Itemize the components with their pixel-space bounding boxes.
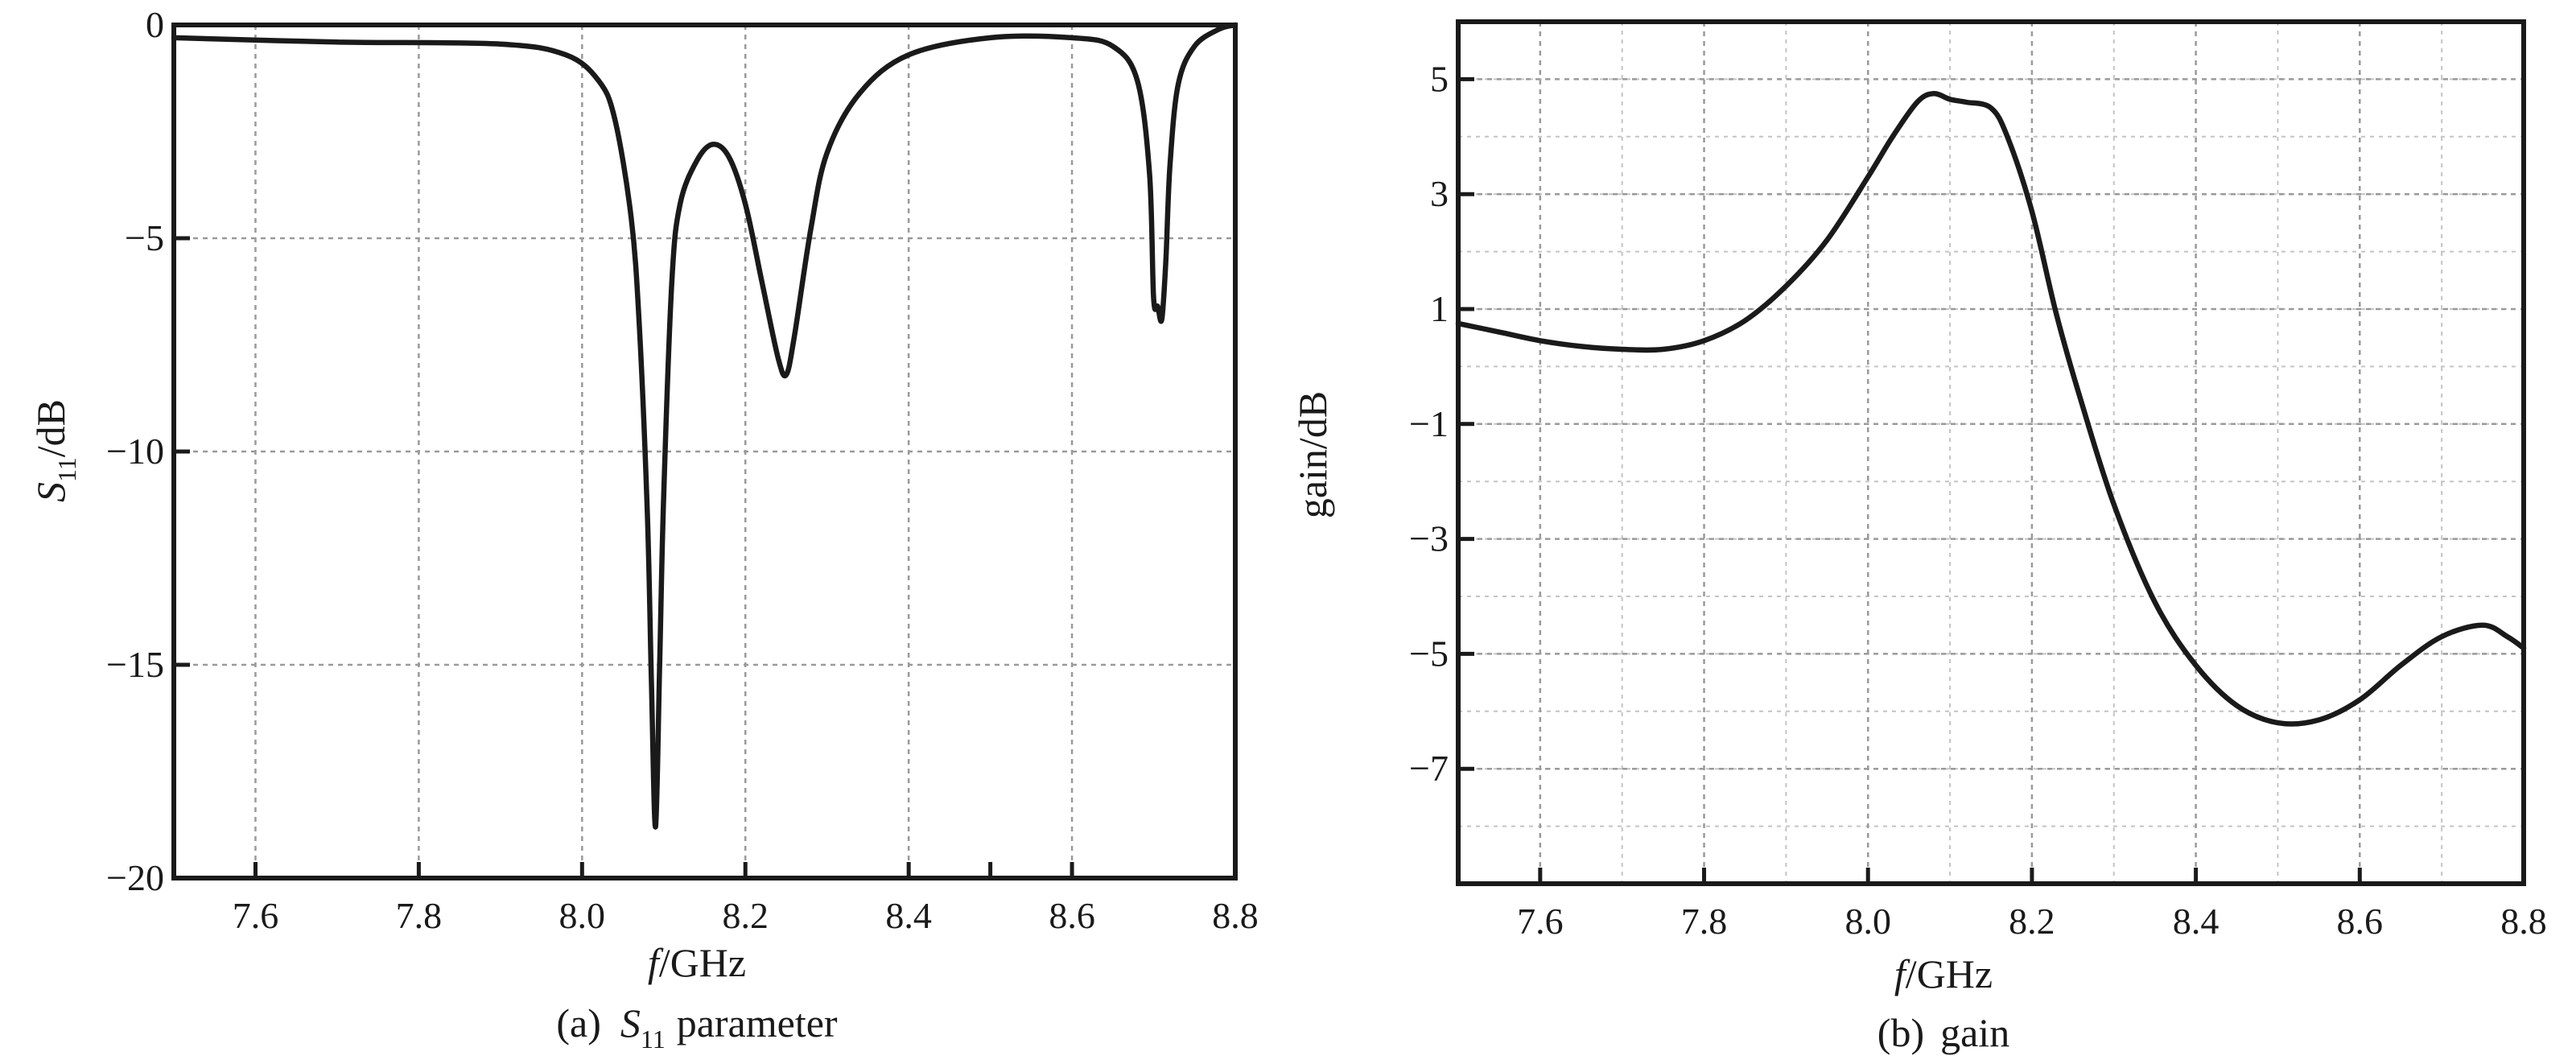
x-tick-label: 7.6 [1517, 901, 1564, 942]
series-line-s11 [171, 22, 1239, 830]
x-tick-label: 8.0 [1844, 901, 1891, 942]
y-tick-label: −7 [1409, 748, 1449, 789]
y-tick-label: −1 [1409, 403, 1449, 444]
x-axis-label-s11: f/GHz [648, 940, 746, 985]
y-tick-label: −5 [1409, 633, 1449, 674]
y-axis-label-s11: S11/dB [28, 399, 81, 502]
x-tick-label: 7.6 [233, 895, 279, 936]
plot-frame-gain [1456, 19, 2526, 886]
x-tick-label: 8.6 [1049, 895, 1095, 936]
y-tick-label: 3 [1430, 173, 1449, 214]
y-tick-label: 5 [1430, 58, 1449, 99]
y-tick-label: −3 [1409, 518, 1449, 559]
y-axis-label-gain: gain/dB [1290, 391, 1335, 518]
x-tick-label: 8.2 [722, 895, 769, 936]
x-tick-label: 8.4 [2173, 901, 2219, 942]
chart-panel-gain: 7.6 7.8 8.0 8.2 8.4 8.6 8.8 531−1−3−5−7 f/GHz … [1290, 19, 2547, 1055]
x-tick-label: 8.8 [1212, 895, 1259, 936]
x-tick-label: 8.6 [2337, 901, 2384, 942]
y-tick-label: −5 [125, 217, 164, 258]
x-tick-labels-gain: 7.6 7.8 8.0 8.2 8.4 8.6 8.8 [1517, 901, 2547, 942]
x-tick-label: 7.8 [396, 895, 443, 936]
y-tick-label: 1 [1430, 288, 1449, 329]
caption-s11: (a) S11 parameter [556, 1000, 838, 1054]
y-tick-labels-s11: 0 −5 −10 −15 −20 [106, 4, 164, 898]
x-tick-label: 8.4 [885, 895, 932, 936]
chart-panel-s11: 7.6 7.8 8.0 8.2 8.4 8.6 8.8 0 −5 −10 −15 −20 f/GHz… [28, 4, 1259, 1054]
x-tick-labels-s11: 7.6 7.8 8.0 8.2 8.4 8.6 8.8 [233, 895, 1259, 936]
caption-gain: (b) gain [1877, 1010, 2009, 1055]
y-tick-labels-gain: 5 3 1 −1 −3 −5 −7 [1409, 58, 1449, 789]
y-tick-label: 0 [146, 4, 164, 45]
x-tick-label: 8.0 [559, 895, 606, 936]
ticks-gain [1458, 76, 2526, 884]
grid-gain [1457, 22, 2524, 884]
x-tick-label: 8.8 [2500, 901, 2547, 942]
y-tick-label: −15 [106, 644, 164, 685]
x-axis-label-gain: f/GHz [1894, 951, 1993, 996]
y-tick-label: −20 [106, 857, 164, 898]
x-tick-label: 8.2 [2009, 901, 2055, 942]
x-tick-label: 7.8 [1681, 901, 1728, 942]
series-line-gain [1455, 91, 2527, 727]
grid-s11 [174, 25, 1235, 878]
ticks-s11 [174, 23, 1238, 880]
y-tick-label: −10 [106, 431, 164, 472]
